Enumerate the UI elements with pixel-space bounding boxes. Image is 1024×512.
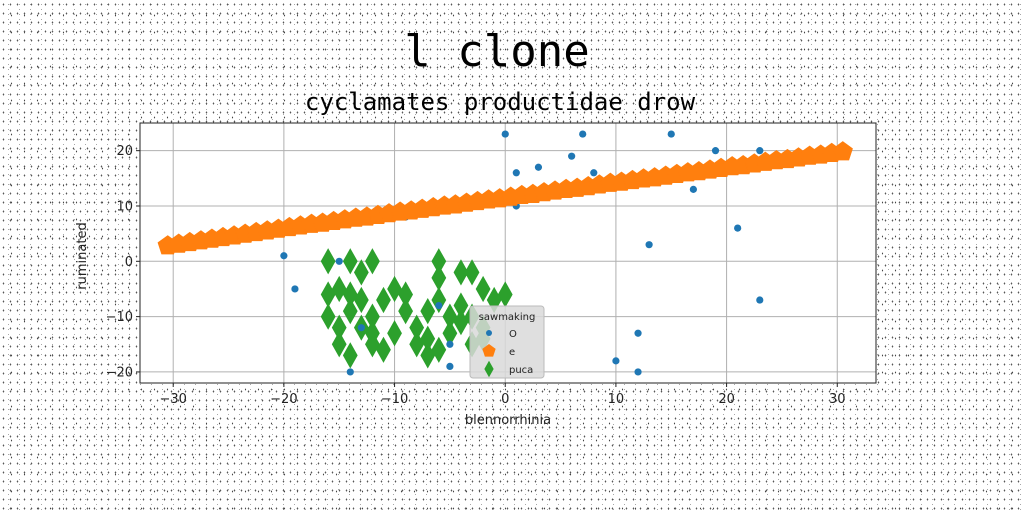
- x-tick-label: −20: [270, 392, 297, 407]
- chart-title: cyclamates productidae drow: [305, 88, 696, 116]
- data-marks: [157, 130, 853, 376]
- x-tick-label: 30: [829, 392, 846, 407]
- data-point: [398, 297, 414, 325]
- series-e: [157, 141, 853, 255]
- y-tick-label: 0: [125, 255, 133, 270]
- x-tick-label: 0: [501, 392, 509, 407]
- data-point: [534, 163, 543, 171]
- chart-suptitle: l clone: [404, 26, 589, 77]
- data-point: [335, 257, 343, 265]
- data-point: [464, 259, 480, 286]
- data-point: [435, 301, 443, 310]
- data-point: [579, 130, 587, 138]
- data-point: [420, 297, 436, 325]
- data-point: [342, 248, 358, 275]
- data-point: [453, 309, 469, 336]
- data-point: [734, 224, 742, 232]
- y-axis-ticks: −20 −10 0 10 20: [106, 144, 140, 380]
- data-point: [365, 248, 380, 275]
- data-point: [612, 357, 620, 365]
- data-point: [689, 185, 697, 193]
- x-tick-label: 20: [718, 392, 735, 407]
- y-axis-label: ruminated: [75, 222, 90, 289]
- legend-marker: [486, 330, 492, 336]
- data-point: [331, 331, 347, 358]
- data-point: [376, 336, 391, 363]
- data-point: [453, 259, 469, 286]
- data-point: [409, 331, 425, 358]
- x-axis-ticks: −30 −20 −10 0 10 20 30: [159, 383, 846, 407]
- data-point: [446, 362, 454, 371]
- data-point: [365, 320, 380, 347]
- data-point: [501, 130, 509, 138]
- legend-marker: [482, 344, 496, 357]
- data-point: [280, 252, 288, 260]
- series-O: [280, 130, 764, 376]
- data-point: [291, 285, 299, 293]
- data-point: [357, 324, 365, 332]
- plot-frame: [139, 122, 877, 384]
- data-point: [475, 275, 491, 303]
- data-point: [756, 296, 764, 304]
- x-tick-label: −10: [381, 392, 408, 407]
- y-tick-label: −20: [106, 365, 133, 380]
- data-point: [320, 248, 336, 275]
- legend-entries: Oe puca: [482, 329, 533, 378]
- y-tick-label: −10: [106, 310, 133, 325]
- x-tick-label: −30: [159, 392, 186, 407]
- data-point: [346, 368, 354, 376]
- legend-label: O: [509, 329, 517, 340]
- legend-label: e: [509, 347, 515, 358]
- plot-area: −30 −20 −10 0 10 20 30 −20 −10 0 10 20: [106, 122, 877, 407]
- legend-box: [469, 305, 545, 379]
- data-point: [387, 320, 402, 347]
- data-point: [667, 130, 675, 138]
- data-point: [568, 152, 576, 160]
- data-point: [431, 336, 447, 363]
- grid: [140, 123, 876, 383]
- data-point: [711, 147, 720, 155]
- data-point: [320, 303, 336, 330]
- data-point: [634, 329, 642, 337]
- legend: sawmaking Oe puca: [469, 305, 545, 379]
- y-tick-label: 10: [116, 199, 133, 214]
- data-point: [590, 169, 598, 177]
- x-axis-label: blennorrhinia: [465, 413, 551, 428]
- data-point: [420, 342, 436, 369]
- data-point: [756, 147, 764, 155]
- data-point: [376, 286, 391, 314]
- x-tick-label: 10: [608, 392, 625, 407]
- data-point: [331, 275, 347, 303]
- data-point: [832, 141, 853, 161]
- legend-title: sawmaking: [479, 312, 536, 323]
- data-point: [446, 340, 454, 348]
- data-point: [342, 297, 358, 325]
- legend-label: puca: [509, 365, 533, 376]
- data-point: [634, 368, 642, 376]
- data-point: [342, 342, 358, 369]
- data-point: [353, 286, 369, 314]
- data-point: [387, 275, 402, 303]
- data-point: [512, 169, 520, 177]
- data-point: [353, 259, 369, 286]
- legend-marker: [484, 360, 494, 378]
- y-tick-label: 20: [116, 144, 133, 159]
- data-point: [645, 241, 653, 249]
